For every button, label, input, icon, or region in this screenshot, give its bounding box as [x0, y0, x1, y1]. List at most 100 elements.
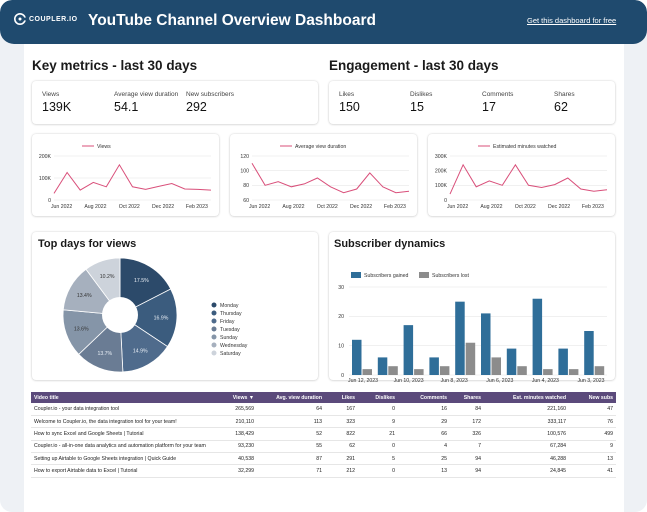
- table-cell: 326: [450, 427, 484, 441]
- table-cell: Coupler.io - all-in-one data analytics a…: [31, 440, 217, 454]
- table-cell: 84: [450, 403, 484, 416]
- minutes-watched-line-chart: Estimated minutes watched 0 100K 200K 300K Ju…: [428, 134, 615, 216]
- line-chart-svg: Estimated minutes watched 0 100K 200K 300K Ju…: [435, 144, 608, 210]
- y-tick-label: 20: [338, 314, 344, 320]
- y-tick-label: 30: [338, 285, 344, 291]
- y-tick-label: 200K: [435, 168, 448, 174]
- y-tick-label: 10: [338, 343, 344, 349]
- legend-dot: [211, 342, 217, 348]
- table-cell: 291: [325, 452, 358, 466]
- metric-label: New subscribers: [186, 91, 235, 98]
- table-cell: 41: [569, 464, 616, 478]
- bar-lost: [517, 366, 527, 375]
- column-header[interactable]: Est. minutes watched: [484, 392, 569, 403]
- column-header[interactable]: Views ▼: [217, 392, 257, 403]
- table-body: Coupler.io - your data integration tool 2…: [31, 403, 616, 478]
- x-tick-label: Jun 8, 2023: [441, 378, 468, 384]
- column-header[interactable]: Comments: [398, 392, 450, 403]
- x-tick-label: Jun 3, 2023: [577, 378, 604, 384]
- column-header[interactable]: New subs: [569, 392, 616, 403]
- table-cell: 47: [569, 403, 616, 416]
- pie-slice-thursday: [119, 288, 178, 348]
- metric-new-subscribers: New subscribers 292: [186, 91, 234, 114]
- pie-slice-label: 14.9%: [133, 349, 148, 355]
- bar-lost: [543, 369, 553, 375]
- pie-slice-friday: [119, 314, 169, 373]
- table-cell: 46,288: [484, 452, 569, 466]
- views-line-chart: Views 0 100K 200K Jun 2022 Aug 2022 Oct 2022 De…: [32, 134, 219, 216]
- metric-label: Shares: [554, 91, 575, 98]
- bar-gained: [584, 331, 594, 375]
- table-row[interactable]: Coupler.io - all-in-one data analytics a…: [31, 440, 616, 454]
- table-row[interactable]: How to sync Excel and Google Sheets | Tu…: [31, 427, 616, 441]
- key-metrics-card: Views 139K Average view duration 54.1 Ne…: [32, 81, 318, 124]
- table-cell: 221,160: [484, 403, 569, 416]
- column-header[interactable]: Dislikes: [358, 392, 398, 403]
- table-cell: 0: [358, 464, 398, 478]
- header-bar: COUPLER.IO YouTube Channel Overview Dash…: [0, 0, 647, 44]
- engagement-card: Likes 150 Dislikes 15 Comments 17 Shares…: [329, 81, 615, 124]
- table-row[interactable]: How to export Airtable data to Excel | T…: [31, 464, 616, 478]
- table-cell: 71: [257, 464, 325, 478]
- table-cell: 21: [358, 427, 398, 441]
- metric-value: 292: [186, 100, 207, 114]
- table-cell: 138,429: [217, 427, 257, 441]
- table-cell: Setting up Airtable to Google Sheets int…: [31, 452, 217, 466]
- legend-label: Subscribers gained: [364, 273, 409, 279]
- table-cell: 333,117: [484, 415, 569, 429]
- pie-slice-monday: [119, 257, 172, 316]
- table-cell: 13: [569, 452, 616, 466]
- line-chart-svg: Average view duration 60 80 100 120 Jun 2022 A…: [240, 144, 410, 210]
- bar-lost: [594, 366, 605, 375]
- legend-dot: [211, 310, 217, 316]
- column-header[interactable]: Video title: [31, 392, 217, 403]
- column-header[interactable]: Likes: [325, 392, 358, 403]
- table-cell: 25: [398, 452, 450, 466]
- coupler-logo[interactable]: COUPLER.IO: [14, 13, 78, 25]
- legend-dot: [211, 318, 217, 324]
- x-tick-label: Aug 2022: [282, 204, 304, 210]
- metric-value: 15: [410, 100, 424, 114]
- bar-gained: [558, 348, 568, 375]
- table-cell: 212: [325, 464, 358, 478]
- pie-slice-label: 17.5%: [134, 278, 149, 284]
- table-cell: 55: [257, 440, 325, 454]
- table-row[interactable]: Setting up Airtable to Google Sheets int…: [31, 452, 616, 466]
- x-tick-label: Feb 2023: [384, 204, 406, 210]
- metric-dislikes: Dislikes 15: [410, 91, 432, 114]
- y-tick-label: 0: [341, 373, 344, 379]
- table-cell: Welcome to Coupler.io, the data integrat…: [31, 415, 217, 429]
- bar-gained: [481, 313, 491, 375]
- metric-avg-view-duration: Average view duration 54.1: [114, 91, 178, 114]
- table-row[interactable]: Coupler.io - your data integration tool 2…: [31, 403, 616, 416]
- legend-label: Estimated minutes watched: [493, 144, 557, 150]
- bar-gained: [532, 298, 543, 375]
- bar-gained: [506, 348, 517, 375]
- metric-views: Views 139K: [42, 91, 71, 114]
- table-row[interactable]: Welcome to Coupler.io, the data integrat…: [31, 415, 616, 429]
- column-header[interactable]: Shares: [450, 392, 484, 403]
- bar-gained: [403, 325, 414, 375]
- y-tick-label: 120: [240, 154, 249, 160]
- get-dashboard-link[interactable]: Get this dashboard for free: [527, 16, 617, 25]
- x-tick-label: Feb 2023: [582, 204, 604, 210]
- pie-slice-label: 10.2%: [100, 274, 115, 280]
- table-cell: 210,110: [217, 415, 257, 429]
- table-cell: 52: [257, 427, 325, 441]
- legend-label-saturday: Saturday: [220, 351, 241, 357]
- bar-lost: [491, 357, 501, 375]
- metric-comments: Comments 17: [482, 91, 513, 114]
- x-tick-label: Jun 4, 2023: [532, 378, 559, 384]
- video-table: Video title Views ▼ Avg. view duration Like…: [31, 392, 616, 478]
- legend-dot: [211, 350, 217, 356]
- x-tick-label: Jun 2022: [249, 204, 270, 210]
- table-cell: 66: [398, 427, 450, 441]
- table-header-row: Video title Views ▼ Avg. view duration Like…: [31, 392, 616, 403]
- column-header[interactable]: Avg. view duration: [257, 392, 325, 403]
- x-tick-label: Aug 2022: [480, 204, 502, 210]
- x-tick-label: Jun 2022: [447, 204, 468, 210]
- legend-label-thursday: Thursday: [220, 311, 242, 317]
- metric-value: 150: [339, 100, 360, 114]
- pie-slice-label: 13.6%: [74, 327, 89, 333]
- subscriber-dynamics-title: Subscriber dynamics: [334, 238, 446, 250]
